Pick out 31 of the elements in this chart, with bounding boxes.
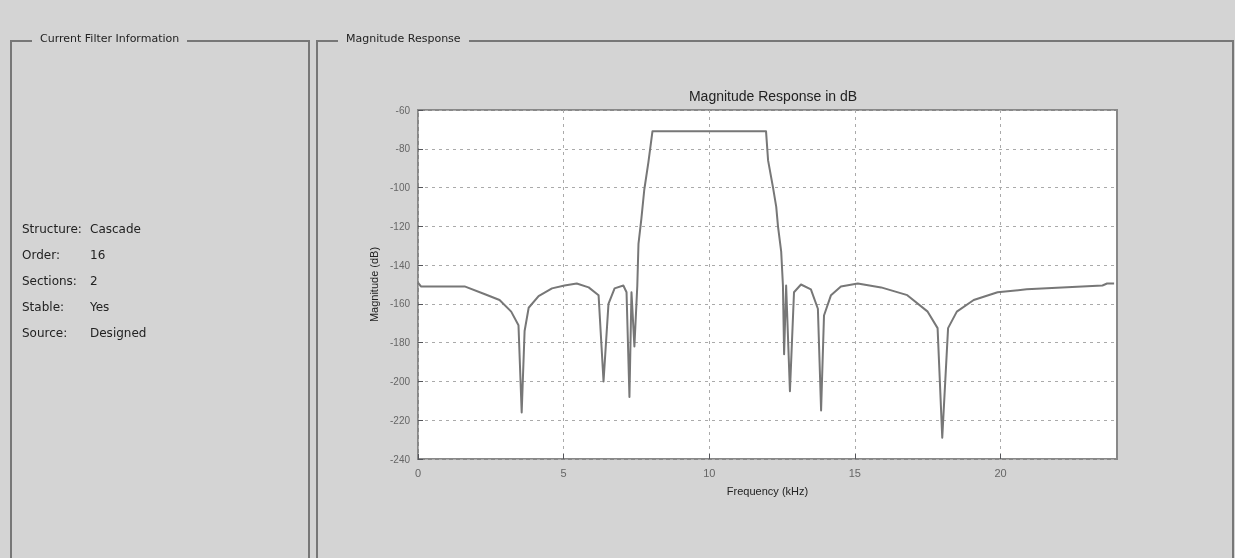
x-tick-label: 20	[994, 466, 1007, 479]
y-tick-label: -200	[389, 375, 411, 387]
text: Structure:	[22, 222, 83, 236]
text: Cascade	[90, 222, 142, 236]
text: Order:	[22, 248, 61, 262]
chart-subtitle: Magnitude Response	[338, 32, 469, 45]
y-tick-label: -180	[389, 337, 411, 349]
text: 16	[90, 248, 107, 262]
x-axis-title: Frequency (kHz)	[726, 484, 809, 497]
y-tick-label: -140	[389, 259, 411, 271]
text: Sections:	[22, 274, 78, 288]
text: Yes	[90, 300, 111, 314]
y-tick-label: -100	[389, 182, 411, 194]
source-note: Source:	[22, 326, 69, 340]
chart-title: Magnitude Response in dB	[688, 88, 858, 104]
x-tick-label: 10	[703, 466, 716, 479]
y-tick-label: -220	[389, 414, 411, 426]
line-series	[417, 130, 1116, 439]
x-tick-label: 5	[560, 466, 567, 479]
text: Stable:	[22, 300, 66, 314]
x-tick-label: 15	[848, 466, 861, 479]
text: 2	[90, 274, 99, 288]
y-tick-label: -240	[389, 453, 411, 465]
text: Designed	[90, 326, 148, 340]
y-axis-title: Magnitude (dB)	[367, 246, 380, 323]
x-tick-label: 0	[414, 466, 422, 479]
y-tick-label: -80	[395, 143, 411, 155]
y-tick-label: -60	[395, 104, 411, 116]
y-tick-label: -120	[389, 220, 411, 232]
text: Current Filter Information	[32, 32, 188, 45]
y-tick-label: -160	[389, 298, 411, 310]
